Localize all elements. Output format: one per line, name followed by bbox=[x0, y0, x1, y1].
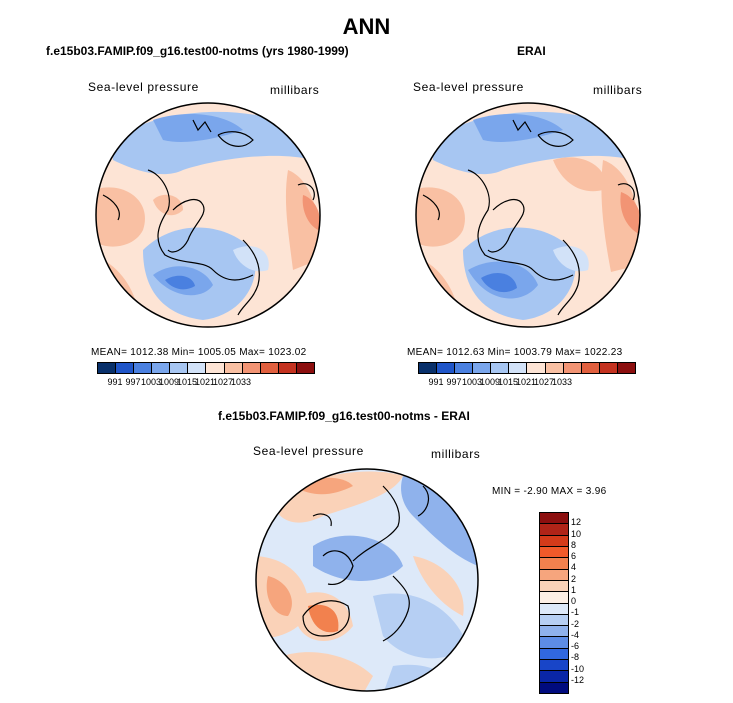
panel1-colorbar-swatch bbox=[206, 363, 225, 373]
panel2-variable: Sea-level pressure bbox=[413, 80, 524, 94]
panel3-colorbar-swatch bbox=[540, 513, 568, 525]
panel1-colorbar-swatch bbox=[188, 363, 207, 373]
panel2-colorbar-swatch bbox=[437, 363, 456, 373]
panel1-colorbar-swatch bbox=[242, 363, 261, 373]
panel2-colorbar-swatch bbox=[491, 363, 510, 373]
panel3-colorbar-swatch bbox=[540, 558, 568, 570]
panel2-colorbar-swatch bbox=[545, 363, 564, 373]
panel2-colorbar-tick: 997 bbox=[446, 377, 462, 387]
panel1-colorbar-tick: 1033 bbox=[231, 377, 252, 387]
panel3-colorbar-tick: -2 bbox=[571, 618, 580, 629]
panel2-colorbar-tick: 1015 bbox=[498, 377, 519, 387]
panel1-colorbar-swatch bbox=[260, 363, 279, 373]
panel1-map bbox=[95, 102, 321, 328]
panel2-title: ERAI bbox=[517, 44, 546, 58]
panel2-colorbar-tick: 1033 bbox=[552, 377, 573, 387]
panel3-colorbar-swatch bbox=[540, 648, 568, 661]
panel3-colorbar-swatch bbox=[540, 592, 568, 604]
panel3-colorbar-tick: 10 bbox=[571, 528, 582, 539]
panel1-colorbar-tick: 1027 bbox=[213, 377, 234, 387]
panel2-colorbar-tick: 1009 bbox=[480, 377, 501, 387]
panel3-stats: MIN = -2.90 MAX = 3.96 bbox=[492, 486, 607, 497]
panel1-colorbar-tick: 1021 bbox=[195, 377, 216, 387]
figure-title: ANN bbox=[342, 14, 391, 39]
panel3-colorbar-swatch bbox=[540, 603, 568, 615]
panel3-colorbar-tick: 2 bbox=[571, 573, 577, 584]
panel3-colorbar-tick: -8 bbox=[571, 652, 580, 663]
panel2-colorbar-swatch bbox=[581, 363, 600, 373]
panel3-colorbar-swatch bbox=[540, 569, 568, 581]
panel2-colorbar-swatch bbox=[527, 363, 546, 373]
panel3-colorbar-swatch bbox=[540, 535, 568, 547]
panel2-colorbar-tick: 1003 bbox=[462, 377, 483, 387]
panel3-variable: Sea-level pressure bbox=[253, 444, 364, 458]
panel1-colorbar-swatch bbox=[224, 363, 243, 373]
panel2-colorbar-tick: 991 bbox=[428, 377, 444, 387]
panel3-colorbar-swatch bbox=[540, 626, 568, 638]
panel3-colorbar-tick: -1 bbox=[571, 607, 580, 618]
panel1-variable: Sea-level pressure bbox=[88, 80, 199, 94]
panel1-title: f.e15b03.FAMIP.f09_g16.test00-notms (yrs… bbox=[46, 44, 349, 58]
panel3-colorbar-swatch bbox=[540, 546, 568, 559]
panel3-colorbar-tick: 4 bbox=[571, 562, 577, 573]
panel1-colorbar-swatch bbox=[116, 363, 135, 373]
panel3-colorbar-tick: 8 bbox=[571, 539, 577, 550]
panel2-colorbar-swatch bbox=[455, 363, 474, 373]
panel1-units: millibars bbox=[270, 83, 320, 97]
panel3-colorbar-swatch bbox=[540, 524, 568, 536]
panel3-colorbar-swatch bbox=[540, 682, 568, 693]
panel1-colorbar-swatch bbox=[278, 363, 297, 373]
panel3-colorbar-swatch bbox=[540, 637, 568, 649]
panel3-colorbar-swatch bbox=[540, 614, 568, 627]
panel1-colorbar-swatch bbox=[296, 363, 314, 373]
panel2-colorbar-tick: 1027 bbox=[534, 377, 555, 387]
panel2-colorbar-swatch bbox=[563, 363, 582, 373]
panel3-colorbar-tick: -10 bbox=[571, 663, 585, 674]
panel3-colorbar-tick: 0 bbox=[571, 596, 577, 606]
panel1-colorbar-tick: 997 bbox=[125, 377, 141, 387]
panel2-colorbar-swatch bbox=[509, 363, 528, 373]
panel2-colorbar-swatch bbox=[419, 363, 438, 373]
panel3-colorbar-tick: -4 bbox=[571, 629, 580, 640]
panel1-colorbar bbox=[97, 362, 315, 374]
panel1-colorbar-swatch bbox=[152, 363, 171, 373]
panel2-colorbar-swatch bbox=[617, 363, 635, 373]
panel1-colorbar-swatch bbox=[170, 363, 189, 373]
panel3-colorbar-tick: 1 bbox=[571, 584, 577, 595]
panel2-colorbar-swatch bbox=[473, 363, 492, 373]
panel3-colorbar-swatch bbox=[540, 671, 568, 683]
panel3-units: millibars bbox=[431, 447, 481, 461]
panel1-colorbar-tick: 1015 bbox=[177, 377, 198, 387]
panel1-colorbar-swatch bbox=[98, 363, 117, 373]
panel2-stats: MEAN= 1012.63 Min= 1003.79 Max= 1022.23 bbox=[407, 347, 623, 358]
panel1-colorbar-tick: 991 bbox=[107, 377, 123, 387]
panel2-map bbox=[415, 102, 641, 328]
panel2-colorbar bbox=[418, 362, 636, 374]
panel2-colorbar-swatch bbox=[599, 363, 618, 373]
panel1-colorbar-swatch bbox=[134, 363, 153, 373]
panel1-colorbar-tick: 1009 bbox=[159, 377, 180, 387]
panel1-stats: MEAN= 1012.38 Min= 1005.05 Max= 1023.02 bbox=[91, 347, 307, 358]
panel2-colorbar-tick: 1021 bbox=[516, 377, 537, 387]
panel3-map bbox=[255, 468, 479, 692]
panel2-units: millibars bbox=[593, 83, 643, 97]
panel3-colorbar-tick: 6 bbox=[571, 551, 577, 561]
panel3-colorbar-swatch bbox=[540, 660, 568, 672]
panel3-title: f.e15b03.FAMIP.f09_g16.test00-notms - ER… bbox=[218, 409, 470, 423]
panel1-colorbar-tick: 1003 bbox=[141, 377, 162, 387]
panel3-colorbar-tick: -12 bbox=[571, 674, 585, 685]
panel3-colorbar-tick: -6 bbox=[571, 641, 580, 651]
panel3-colorbar-swatch bbox=[540, 580, 568, 593]
panel3-colorbar-tick: 12 bbox=[571, 517, 582, 528]
panel3-colorbar bbox=[539, 512, 569, 694]
